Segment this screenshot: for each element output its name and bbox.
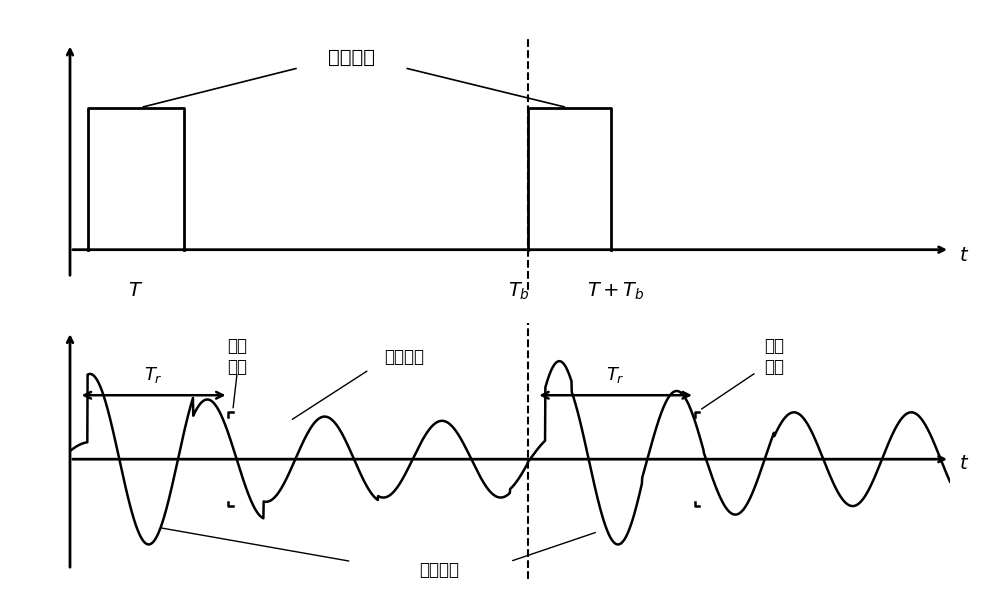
Text: 截取信号: 截取信号 (420, 561, 460, 579)
Text: 时间
窗口: 时间 窗口 (764, 337, 784, 376)
Text: $t$: $t$ (959, 246, 969, 265)
Text: $t$: $t$ (959, 454, 969, 473)
Text: $T$: $T$ (128, 281, 144, 300)
Text: $T_r$: $T_r$ (144, 365, 163, 385)
Text: $T_b$: $T_b$ (508, 281, 530, 302)
Text: 接收回波: 接收回波 (384, 348, 424, 366)
Text: $T+T_b$: $T+T_b$ (587, 281, 644, 302)
Text: $T_r$: $T_r$ (606, 365, 625, 385)
Text: 发射脉冲: 发射脉冲 (328, 48, 375, 68)
Text: 时间
窗口: 时间 窗口 (227, 337, 247, 376)
